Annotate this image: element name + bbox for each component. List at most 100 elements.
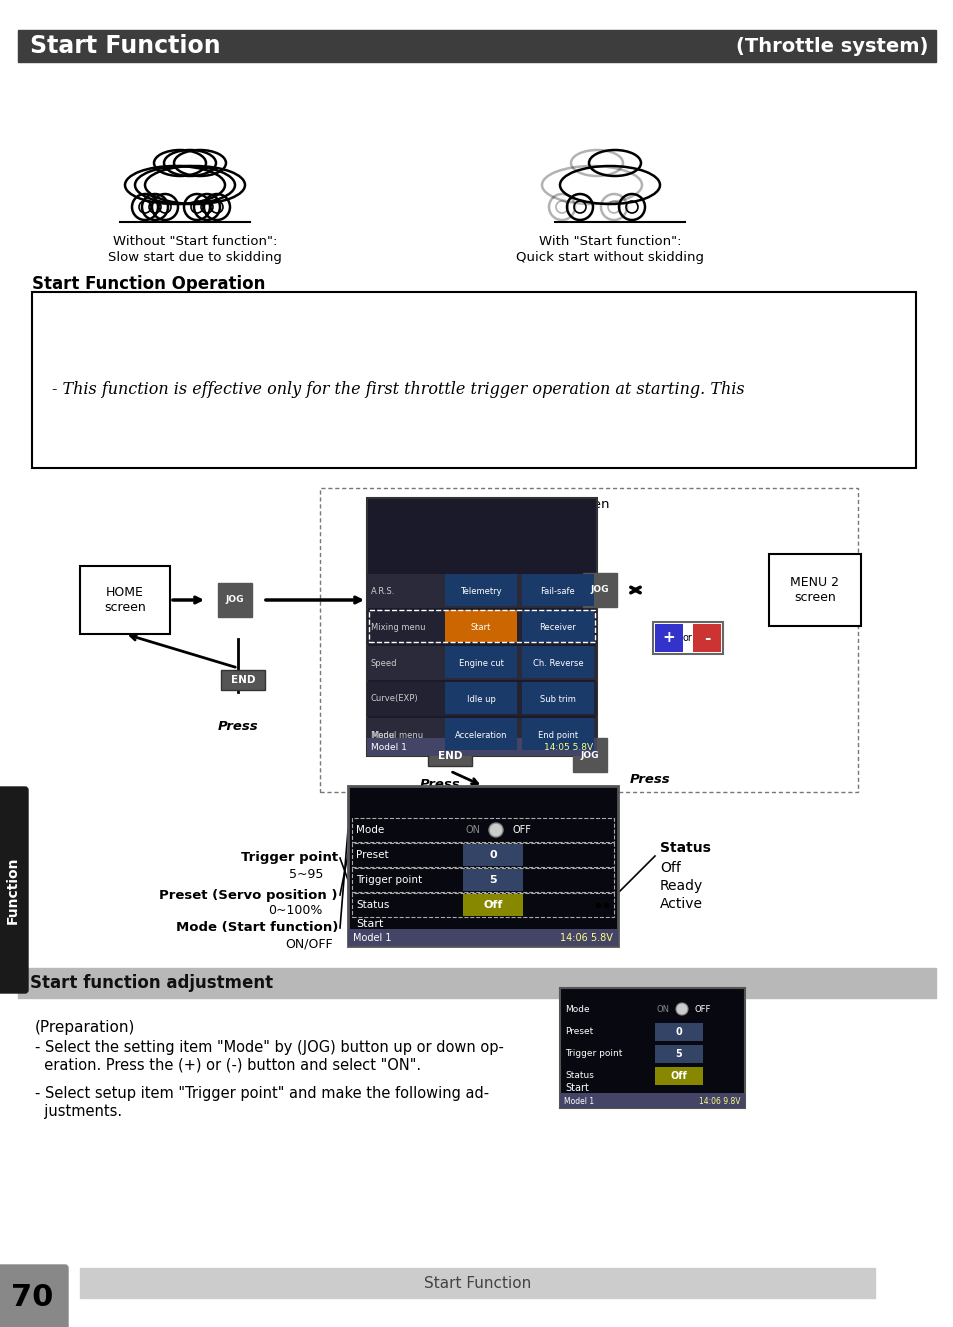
Text: Model 1: Model 1 [371, 743, 406, 751]
Text: Mode: Mode [355, 825, 384, 835]
Text: MENU 1 screen: MENU 1 screen [508, 498, 609, 511]
Text: 5: 5 [489, 874, 497, 885]
Text: Mode: Mode [564, 1005, 589, 1014]
Text: MENU 2
screen: MENU 2 screen [790, 576, 839, 604]
Text: JOG: JOG [590, 585, 609, 594]
Bar [367, 498, 597, 756]
Text: Start function adjustment: Start function adjustment [30, 974, 273, 993]
Bar [768, 553, 861, 626]
Text: Off: Off [670, 1071, 687, 1082]
Bar [352, 868, 614, 892]
Text: eration. Press the (+) or (-) button and select "ON".: eration. Press the (+) or (-) button and… [35, 1058, 420, 1074]
Text: ON: ON [465, 825, 480, 835]
Text: HOME
screen: HOME screen [104, 587, 146, 614]
Text: -: - [703, 630, 709, 645]
Text: Press: Press [664, 640, 704, 653]
Text: (Preparation): (Preparation) [35, 1020, 135, 1035]
Bar [462, 894, 522, 916]
Circle shape [676, 1003, 687, 1015]
Text: 14:06 9.8V: 14:06 9.8V [699, 1096, 740, 1105]
Text: With "Start function":: With "Start function": [538, 235, 680, 248]
Text: Slow start due to skidding: Slow start due to skidding [108, 251, 282, 264]
Bar [367, 738, 597, 756]
Text: ON/OFF: ON/OFF [285, 937, 333, 950]
Text: 0: 0 [489, 851, 497, 860]
Bar [655, 1023, 702, 1040]
Text: Start: Start [471, 622, 491, 632]
Text: - Select setup item "Trigger point" and make the following ad-: - Select setup item "Trigger point" and … [35, 1085, 489, 1101]
Text: Start Function: Start Function [30, 35, 220, 58]
Text: A.R.S.: A.R.S. [371, 587, 395, 596]
Bar [655, 1067, 702, 1085]
Text: 1/2: 1/2 [579, 731, 593, 740]
Bar [221, 670, 265, 690]
Text: - This function is effective only for the first throttle trigger operation at st: - This function is effective only for th… [52, 381, 744, 398]
Text: Trigger point: Trigger point [355, 874, 421, 885]
Bar [444, 646, 517, 678]
Bar [521, 682, 594, 714]
Bar [348, 786, 618, 946]
Text: Menu: Menu [371, 731, 394, 740]
Text: JOG: JOG [580, 751, 598, 759]
Text: Function: Function [6, 856, 19, 924]
Bar [444, 610, 517, 642]
Text: Model menu: Model menu [371, 730, 423, 739]
Bar [367, 575, 597, 608]
Text: Status: Status [659, 841, 710, 855]
Text: Press: Press [629, 774, 670, 786]
Text: Start Function: Start Function [423, 1275, 531, 1290]
Bar [521, 575, 594, 606]
Bar [80, 1269, 874, 1298]
Text: END: END [437, 751, 462, 760]
Text: 5: 5 [675, 1050, 681, 1059]
Text: Trigger point: Trigger point [240, 852, 337, 864]
Text: Press: Press [217, 721, 258, 733]
Bar [367, 718, 597, 752]
Bar [348, 929, 618, 946]
Circle shape [489, 823, 502, 837]
Bar [655, 624, 682, 652]
FancyBboxPatch shape [0, 787, 28, 993]
Bar [367, 646, 597, 679]
Text: 0~100%: 0~100% [269, 905, 323, 917]
Text: Speed: Speed [371, 658, 397, 667]
Bar [444, 682, 517, 714]
Bar [652, 622, 722, 654]
Text: Quick start without skidding: Quick start without skidding [516, 251, 703, 264]
Text: Model 1: Model 1 [353, 933, 391, 943]
Text: Idle up: Idle up [466, 694, 495, 703]
Text: Trigger point: Trigger point [564, 1048, 621, 1058]
Text: Curve(EXP): Curve(EXP) [371, 694, 418, 703]
Text: 5~95: 5~95 [289, 868, 323, 881]
Bar [559, 989, 744, 1108]
Text: OFF: OFF [513, 825, 532, 835]
Bar [32, 292, 915, 468]
Text: Preset: Preset [564, 1027, 593, 1035]
Text: Off: Off [659, 861, 680, 874]
Text: Preset (Servo position ): Preset (Servo position ) [159, 889, 337, 901]
Text: END: END [231, 675, 255, 685]
Bar [352, 817, 614, 843]
Text: justments.: justments. [35, 1104, 122, 1119]
Text: Engine cut: Engine cut [458, 658, 503, 667]
Text: 14:05 5.8V: 14:05 5.8V [543, 743, 593, 751]
Text: Status: Status [355, 900, 389, 910]
Text: 14:06 5.8V: 14:06 5.8V [559, 933, 613, 943]
Bar [80, 567, 170, 634]
Bar [369, 610, 595, 642]
Text: +: + [662, 630, 675, 645]
Text: - Select the setting item "Mode" by (JOG) button up or down op-: - Select the setting item "Mode" by (JOG… [35, 1040, 503, 1055]
FancyBboxPatch shape [0, 1265, 68, 1327]
Bar [521, 646, 594, 678]
Text: Acceleration: Acceleration [455, 730, 507, 739]
Bar [462, 869, 522, 890]
Bar [428, 746, 472, 766]
Text: OFF: OFF [695, 1005, 711, 1014]
Text: (Throttle system): (Throttle system) [735, 37, 927, 56]
Bar [18, 967, 935, 998]
Bar [367, 610, 597, 644]
Bar [521, 718, 594, 750]
Text: Model 1: Model 1 [563, 1096, 594, 1105]
Text: 70: 70 [11, 1283, 53, 1312]
Bar [367, 682, 597, 717]
